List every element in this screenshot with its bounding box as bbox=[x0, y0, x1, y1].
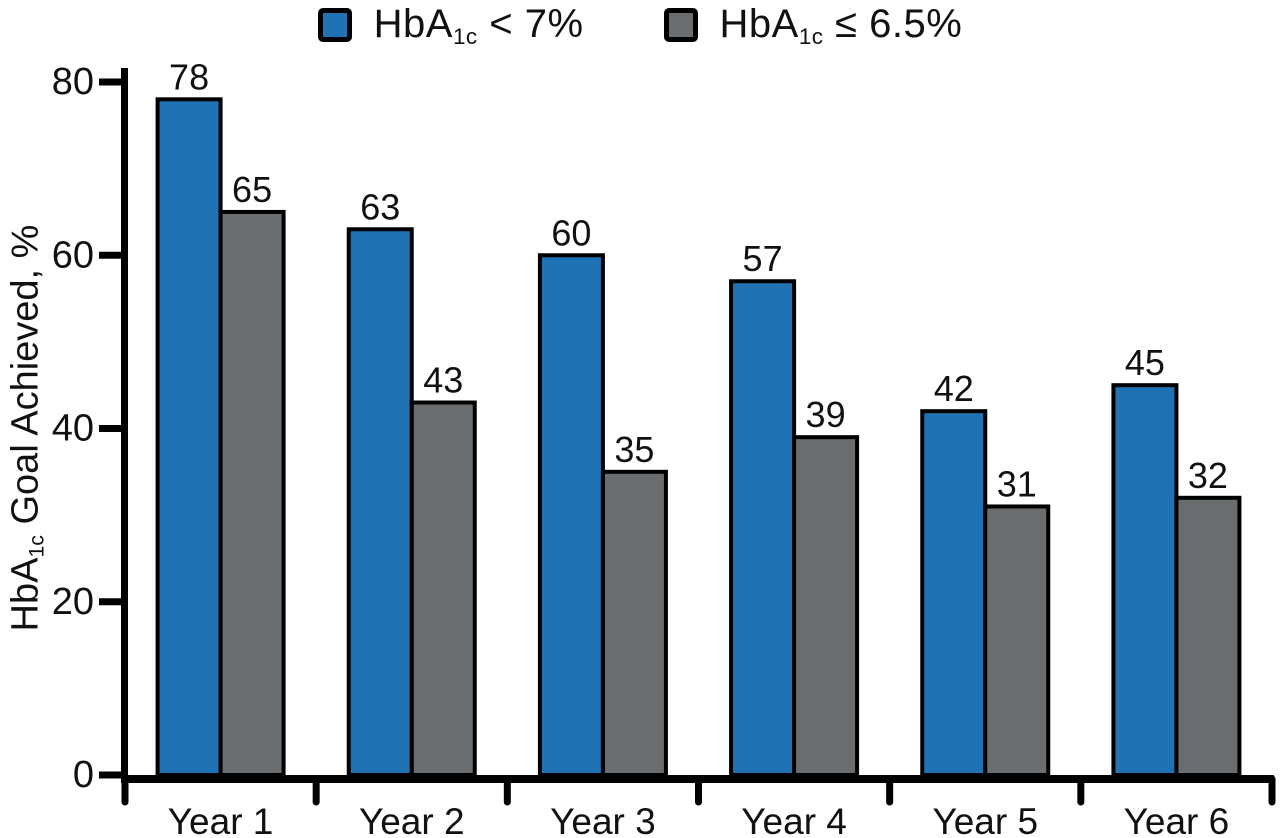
x-axis-category-label: Year 1 bbox=[168, 801, 274, 838]
bar-year3-series1 bbox=[537, 253, 605, 777]
legend-label: HbA1c ≤ 6.5% bbox=[719, 2, 963, 49]
legend-swatch-gray bbox=[663, 7, 698, 42]
y-axis-title: HbA1c Goal Achieved, % bbox=[4, 224, 49, 632]
legend-label-suffix: < 7% bbox=[477, 2, 584, 46]
y-tick-label: 0 bbox=[73, 754, 94, 796]
x-axis-category-label: Year 6 bbox=[1124, 801, 1230, 838]
legend-label-suffix: ≤ 6.5% bbox=[823, 2, 963, 46]
y-tick-label: 80 bbox=[52, 61, 94, 103]
x-axis-category-label: Year 4 bbox=[741, 801, 847, 838]
bar-year4-series1 bbox=[729, 279, 797, 777]
bar-value-label: 43 bbox=[423, 360, 463, 401]
bar-year6-series2 bbox=[1174, 495, 1242, 777]
bar-value-label: 65 bbox=[232, 169, 272, 210]
legend-label-subscript: 1c bbox=[452, 23, 478, 49]
x-axis-category-label: Year 3 bbox=[550, 801, 656, 838]
legend-label: HbA1c < 7% bbox=[373, 2, 584, 49]
legend-item-hba1c-le-6-5: HbA1c ≤ 6.5% bbox=[663, 2, 963, 49]
bar-year1-series2 bbox=[218, 209, 286, 777]
legend-swatch-blue bbox=[317, 7, 352, 42]
legend-label-subscript: 1c bbox=[798, 23, 824, 49]
y-tick-label: 40 bbox=[52, 408, 94, 450]
y-axis-title-subscript: 1c bbox=[24, 535, 49, 558]
bar-value-label: 35 bbox=[614, 429, 654, 470]
bar-value-label: 60 bbox=[551, 212, 591, 253]
chart-legend: HbA1c < 7% HbA1c ≤ 6.5% bbox=[0, 0, 1280, 49]
bar-value-label: 31 bbox=[997, 463, 1037, 504]
bar-value-label: 63 bbox=[360, 186, 400, 227]
y-axis-title-suffix: Goal Achieved, % bbox=[4, 224, 47, 536]
y-tick-label: 60 bbox=[52, 234, 94, 276]
bar-year3-series2 bbox=[600, 469, 668, 777]
bar-value-label: 57 bbox=[743, 238, 783, 279]
bar-year4-series2 bbox=[792, 435, 860, 777]
bar-value-label: 39 bbox=[806, 394, 846, 435]
legend-label-prefix: HbA bbox=[719, 2, 799, 46]
y-axis-title-prefix: HbA bbox=[4, 557, 47, 632]
bar-value-label: 42 bbox=[934, 368, 974, 409]
x-axis-category-label: Year 2 bbox=[359, 801, 465, 838]
y-tick-label: 20 bbox=[52, 581, 94, 623]
x-axis-category-label: Year 5 bbox=[932, 801, 1038, 838]
bar-year2-series1 bbox=[346, 227, 414, 777]
bar-year5-series1 bbox=[920, 409, 988, 777]
bar-year1-series1 bbox=[155, 97, 223, 777]
bar-year2-series2 bbox=[409, 400, 477, 777]
bar-value-label: 32 bbox=[1188, 455, 1228, 496]
legend-item-hba1c-lt-7: HbA1c < 7% bbox=[317, 2, 584, 49]
bar-year6-series1 bbox=[1111, 383, 1179, 777]
legend-label-prefix: HbA bbox=[373, 2, 453, 46]
bar-value-label: 45 bbox=[1125, 342, 1165, 383]
bar-year5-series2 bbox=[983, 504, 1051, 777]
bar-value-label: 78 bbox=[169, 56, 209, 97]
